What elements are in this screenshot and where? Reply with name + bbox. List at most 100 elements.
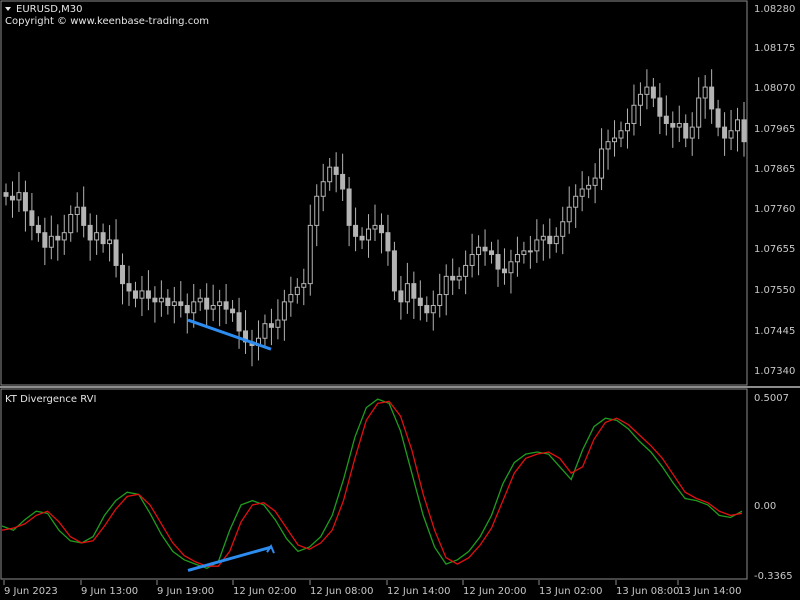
candle bbox=[644, 69, 650, 110]
symbol-menu-icon[interactable] bbox=[5, 7, 11, 11]
candle bbox=[495, 239, 501, 287]
candle bbox=[553, 227, 559, 253]
candle bbox=[469, 233, 475, 278]
candle bbox=[55, 224, 61, 261]
candle-body bbox=[670, 122, 676, 128]
candle bbox=[372, 204, 378, 242]
candle bbox=[48, 215, 54, 260]
time-tick: 12 Jun 20:00 bbox=[463, 586, 527, 597]
candle-body bbox=[191, 301, 197, 314]
candle bbox=[650, 77, 656, 108]
candle bbox=[437, 273, 443, 318]
candle-body bbox=[437, 294, 443, 306]
candle bbox=[184, 293, 190, 334]
candle-body bbox=[81, 206, 87, 226]
candle-body bbox=[61, 232, 67, 241]
candle bbox=[29, 193, 35, 241]
candle bbox=[637, 82, 643, 127]
candle-body bbox=[217, 301, 223, 306]
candle-body bbox=[48, 235, 54, 248]
candle-body bbox=[100, 232, 106, 245]
indicator-axis[interactable]: 0.5007 0.00 -0.3365 bbox=[754, 393, 793, 582]
candle-body bbox=[165, 297, 171, 306]
candle-body bbox=[372, 224, 378, 230]
candle-body bbox=[644, 86, 650, 95]
candle bbox=[463, 250, 469, 295]
candle bbox=[301, 268, 307, 306]
candle-body bbox=[463, 264, 469, 277]
candle bbox=[489, 241, 495, 264]
candle bbox=[145, 270, 151, 311]
candle bbox=[443, 264, 449, 316]
candle-body bbox=[366, 228, 372, 241]
candle-body bbox=[728, 130, 734, 139]
candle bbox=[9, 181, 15, 218]
candle bbox=[450, 258, 456, 295]
candle-body bbox=[307, 224, 313, 285]
candle-body bbox=[327, 166, 333, 183]
candle-body bbox=[547, 235, 553, 245]
candle-body bbox=[579, 188, 585, 197]
rvi-divergence-arrow bbox=[187, 544, 275, 572]
candle-body bbox=[482, 246, 488, 252]
candle bbox=[314, 184, 320, 247]
candle bbox=[346, 176, 352, 247]
candle bbox=[236, 297, 242, 349]
candle-body bbox=[553, 235, 559, 245]
candle bbox=[191, 284, 197, 328]
candle-body bbox=[353, 224, 359, 237]
candle bbox=[320, 163, 326, 212]
candle bbox=[631, 84, 637, 136]
price-candles bbox=[3, 69, 747, 367]
candle-body bbox=[430, 304, 436, 314]
candle-body bbox=[650, 86, 656, 99]
price-axis[interactable]: 1.08280 1.08175 1.08070 1.07965 1.07865 … bbox=[754, 4, 795, 377]
candle-body bbox=[178, 301, 184, 306]
candle-body bbox=[592, 177, 598, 186]
price-tick: 1.08070 bbox=[754, 83, 795, 94]
candle-body bbox=[268, 323, 274, 328]
candle bbox=[430, 290, 436, 331]
candle-body bbox=[715, 108, 721, 128]
candle bbox=[391, 241, 397, 301]
candle-body bbox=[145, 290, 151, 299]
candle-body bbox=[702, 86, 708, 99]
candle bbox=[42, 217, 48, 266]
candle bbox=[501, 248, 507, 285]
candle-body bbox=[87, 224, 93, 241]
candle bbox=[204, 283, 210, 327]
price-divergence-arrow bbox=[187, 318, 272, 351]
candle bbox=[612, 120, 618, 157]
candle bbox=[618, 121, 624, 148]
candle-body bbox=[469, 254, 475, 266]
candle bbox=[35, 216, 41, 242]
price-pane-frame bbox=[0, 0, 748, 386]
candle-body bbox=[275, 319, 281, 328]
candle bbox=[94, 214, 100, 255]
indicator-tick: 0.00 bbox=[754, 501, 776, 512]
candle bbox=[294, 278, 300, 304]
price-tick: 1.07655 bbox=[754, 244, 795, 255]
time-axis[interactable]: 9 Jun 2023 9 Jun 13:00 9 Jun 19:00 12 Ju… bbox=[3, 580, 742, 597]
candle bbox=[476, 235, 482, 276]
candle bbox=[340, 153, 346, 202]
copyright-label: Copyright © www.keenbase-trading.com bbox=[5, 16, 209, 27]
candle bbox=[353, 207, 359, 252]
candle bbox=[197, 289, 203, 311]
candle-body bbox=[223, 301, 229, 310]
candle-body bbox=[359, 235, 365, 241]
price-tick: 1.08175 bbox=[754, 43, 795, 54]
rvi-divergence-line bbox=[187, 545, 272, 572]
candle bbox=[514, 236, 520, 277]
indicator-tick: 0.5007 bbox=[754, 393, 789, 404]
candle bbox=[139, 275, 145, 317]
time-tick: 9 Jun 19:00 bbox=[157, 586, 214, 597]
candle bbox=[68, 205, 74, 242]
candle-body bbox=[126, 283, 132, 292]
candle bbox=[171, 286, 177, 324]
candle-body bbox=[560, 221, 566, 237]
candle bbox=[663, 95, 669, 136]
candle-body bbox=[722, 126, 728, 139]
candle-body bbox=[657, 97, 663, 117]
